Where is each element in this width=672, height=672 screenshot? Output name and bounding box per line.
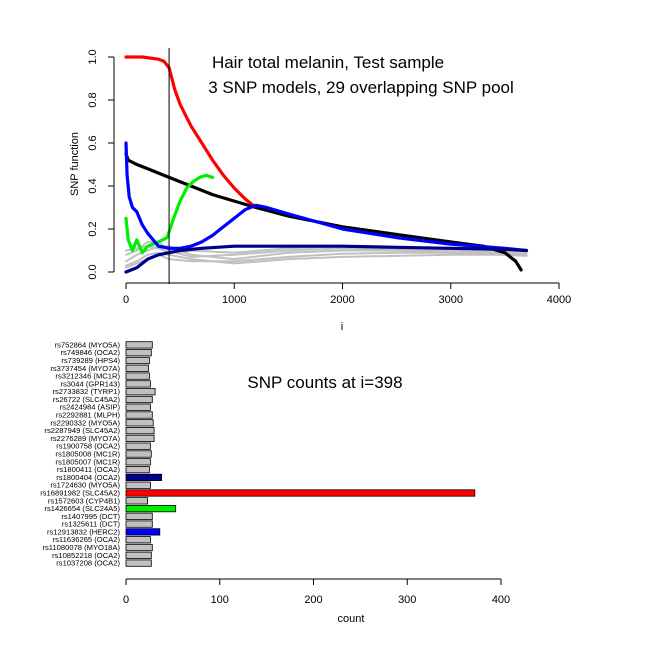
bar [125, 559, 152, 567]
bar [125, 543, 153, 552]
bar-category-label: rs1325611 (DCT) [62, 520, 121, 529]
bar-category-label: rs1805007 (MC1R) [55, 457, 120, 466]
series-line-blue [124, 141, 529, 253]
bar [125, 426, 155, 435]
x-axis: 0 1000 2000 3000 4000 [123, 282, 571, 306]
bar [125, 434, 155, 443]
bar [125, 380, 151, 388]
bar-category-label: rs1037208 (OCA2) [56, 559, 120, 568]
x-axis: 0 100 200 300 400 [123, 578, 510, 606]
series-line-gray [125, 251, 528, 267]
bar-category-label: rs1900758 (OCA2) [56, 442, 120, 451]
bar-category-label: rs1724630 (MYO5A) [50, 481, 120, 490]
bar [125, 395, 153, 404]
bar-category-label: rs2287949 (SLC45A2) [44, 426, 120, 435]
y-tick-label: 0.4 [87, 178, 99, 193]
bar [125, 403, 151, 411]
bottom-chart-title: SNP counts at i=398 [247, 373, 402, 392]
bar-category-label: rs2290332 (MYO5A) [50, 418, 120, 427]
series-line-gray [125, 240, 528, 258]
x-tick-label: 1000 [222, 294, 246, 306]
bar-labels-group: rs752864 (MYO5A)rs749846 (OCA2)rs739289 … [40, 340, 120, 567]
bar-category-label: rs2292881 (MLPH) [56, 411, 121, 420]
bar [125, 512, 153, 520]
bar [125, 481, 151, 489]
y-tick-label: 0.8 [87, 92, 99, 107]
bar-category-label: rs752864 (MYO5A) [55, 340, 121, 349]
y-tick-label: 0.0 [87, 264, 99, 279]
bar [125, 458, 151, 466]
bar-category-label: rs2276289 (MYO7A) [50, 434, 120, 443]
bar [125, 372, 150, 380]
x-tick-label: 4000 [547, 294, 571, 306]
top-chart-title: Hair total melanin, Test sample [212, 53, 444, 72]
bar [125, 411, 153, 419]
bar-category-label: rs1800404 (OCA2) [56, 473, 120, 482]
bar [125, 489, 476, 497]
bar [125, 450, 152, 458]
bar-category-label: rs739289 (HPS4) [61, 356, 120, 365]
bar [125, 504, 177, 513]
x-tick-label: 0 [123, 594, 129, 606]
bar-category-label: rs749846 (OCA2) [60, 348, 120, 357]
bar-category-label: rs1800411 (OCA2) [57, 465, 121, 474]
bottom-x-axis-label: count [338, 613, 365, 625]
x-tick-label: 2000 [330, 294, 354, 306]
bar-category-label: rs11080078 (MYO18A) [42, 543, 120, 552]
bar-category-label: rs3044 (GPR143) [60, 379, 120, 388]
bar-category-label: rs12913832 (HERC2) [47, 527, 120, 536]
series-line-navy [124, 244, 529, 274]
y-tick-label: 1.0 [87, 49, 99, 64]
bar-category-label: rs3737454 (MYO7A) [50, 364, 120, 373]
bar [125, 520, 153, 528]
bar [125, 497, 149, 505]
bar-category-label: rs1805008 (MC1R) [55, 450, 120, 459]
bar [125, 356, 150, 365]
bar-category-label: rs16891982 (SLC45A2) [40, 489, 120, 498]
top-y-axis-label: SNP function [69, 132, 81, 196]
bar [125, 536, 151, 544]
y-tick-label: 0.6 [87, 135, 99, 150]
series-line-green [124, 173, 215, 255]
x-tick-label: 400 [492, 594, 510, 606]
bar-category-label: rs1407995 (DCT) [61, 512, 120, 521]
bar [125, 388, 156, 396]
bar-category-label: rs11636265 (OCA2) [53, 535, 121, 544]
bar [125, 473, 162, 482]
x-tick-label: 3000 [439, 294, 463, 306]
bar-category-label: rs26722 (SLC45A2) [53, 395, 121, 404]
y-axis: 0.0 0.2 0.4 0.6 0.8 1.0 [87, 49, 115, 280]
x-tick-label: 300 [398, 594, 416, 606]
bars-group [125, 341, 476, 567]
x-tick-label: 100 [211, 594, 229, 606]
bar [125, 349, 152, 357]
bar-category-label: rs2424984 (ASIP) [60, 403, 121, 412]
bar [125, 465, 150, 474]
bar [125, 341, 153, 349]
top-chart-subtitle: 3 SNP models, 29 overlapping SNP pool [208, 78, 514, 97]
bar [125, 528, 161, 536]
x-tick-label: 200 [304, 594, 322, 606]
bar-category-label: rs1572603 (CYP4B1) [48, 496, 121, 505]
series-line-red [124, 55, 258, 210]
bar-category-label: rs10852218 (OCA2) [52, 551, 120, 560]
line-chart: 0 1000 2000 3000 4000 0.0 0.2 0.4 0.6 0.8 1.0 Hai… [69, 48, 571, 333]
series-group [124, 55, 529, 274]
bar [125, 442, 151, 450]
y-tick-label: 0.2 [87, 221, 99, 236]
bar [125, 364, 149, 372]
bar-category-label: rs3212346 (MC1R) [55, 372, 120, 381]
bar [125, 419, 154, 427]
bar-category-label: rs2733832 (TYRP1) [52, 387, 120, 396]
bar-chart: rs752864 (MYO5A)rs749846 (OCA2)rs739289 … [40, 340, 510, 625]
x-tick-label: 0 [123, 294, 129, 306]
bar-category-label: rs1426654 (SLC24A5) [44, 504, 120, 513]
bar [125, 551, 152, 559]
top-x-axis-label: i [341, 321, 343, 333]
